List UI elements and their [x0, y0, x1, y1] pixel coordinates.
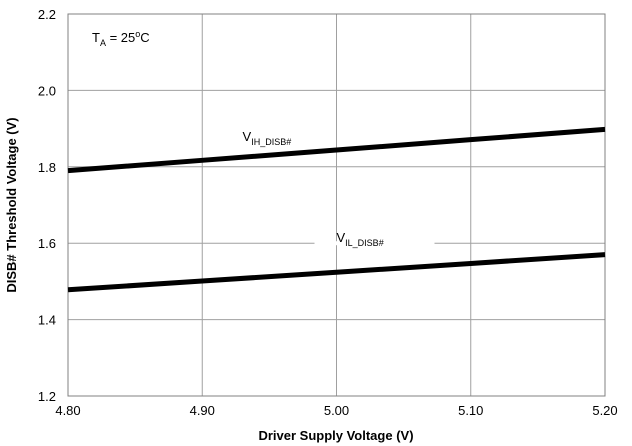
x-axis-title: Driver Supply Voltage (V) — [258, 428, 413, 443]
annot-rest: = 25 — [106, 30, 135, 45]
series-lines — [67, 126, 606, 293]
annot-unit: C — [140, 30, 149, 45]
x-tick-label-0: 4.80 — [55, 403, 80, 418]
plot-frame — [67, 13, 606, 397]
label-gap-mask — [314, 241, 435, 246]
grid — [67, 13, 606, 397]
series-label-0: VIH_DISB# — [243, 129, 292, 147]
annot-sub: A — [100, 38, 106, 48]
y-tick-label-2: 1.6 — [38, 236, 56, 251]
series-line-1 — [67, 252, 606, 293]
x-tick-label-1: 4.90 — [190, 403, 215, 418]
y-tick-label-5: 2.2 — [38, 7, 56, 22]
annot-sup: o — [135, 29, 140, 39]
series-labels: VIH_DISB# VIL_DISB# — [243, 129, 384, 248]
y-tick-label-1: 1.4 — [38, 313, 56, 328]
series-line-0 — [67, 126, 606, 174]
x-tick-labels: 4.80 4.90 5.00 5.10 5.20 — [55, 403, 617, 418]
y-tick-label-0: 1.2 — [38, 389, 56, 404]
y-tick-labels: 1.2 1.4 1.6 1.8 2.0 2.2 — [38, 7, 56, 404]
annot-t: T — [92, 30, 100, 45]
x-tick-label-4: 5.20 — [592, 403, 617, 418]
series-label-1: VIL_DISB# — [337, 230, 384, 248]
y-tick-label-3: 1.8 — [38, 160, 56, 175]
y-tick-label-4: 2.0 — [38, 83, 56, 98]
x-tick-label-2: 5.00 — [324, 403, 349, 418]
temperature-annotation: TA = 25oC — [92, 29, 150, 48]
x-tick-label-3: 5.10 — [458, 403, 483, 418]
y-axis-title: DISB# Threshold Voltage (V) — [4, 117, 19, 292]
